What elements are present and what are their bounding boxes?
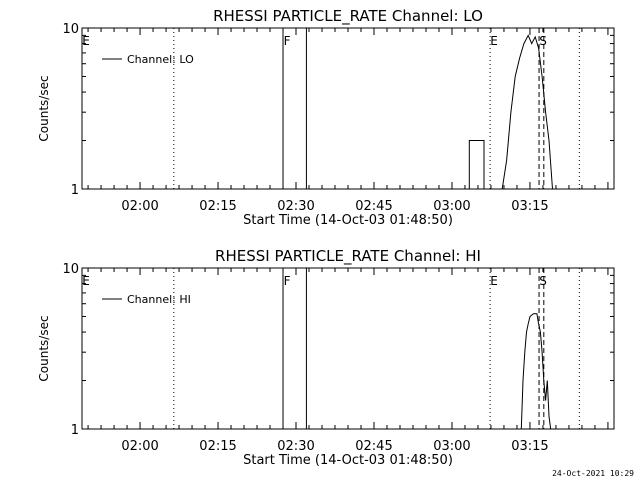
event-marker-label: E (490, 34, 498, 48)
series-line (468, 34, 553, 190)
x-tick-label: 03:00 (433, 199, 470, 214)
x-tick-label: 02:00 (121, 439, 158, 454)
event-marker-label: F (284, 34, 291, 48)
x-tick-label: 02:15 (199, 439, 236, 454)
legend-label: Channel: LO (127, 53, 194, 66)
event-marker-label: F (284, 274, 291, 288)
y-tick-label: 10 (62, 262, 79, 277)
event-marker-label: E (490, 274, 498, 288)
chart-title: RHESSI PARTICLE_RATE Channel: HI (215, 247, 481, 266)
x-tick-label: 03:15 (511, 199, 548, 214)
x-tick-label: 03:15 (511, 439, 548, 454)
event-marker-label: E (82, 34, 90, 48)
x-tick-label: 02:15 (199, 199, 236, 214)
y-axis-label: Counts/sec (37, 75, 51, 141)
legend-label: Channel: HI (127, 293, 191, 306)
x-tick-label: 02:30 (277, 199, 314, 214)
event-marker-label: E (82, 274, 90, 288)
event-marker-label: S (539, 274, 547, 288)
x-axis-label: Start Time (14-Oct-03 01:48:50) (243, 453, 453, 468)
y-axis-label: Counts/sec (37, 315, 51, 381)
footer-timestamp: 24-Oct-2021 10:29 (552, 469, 634, 478)
chart-title: RHESSI PARTICLE_RATE Channel: LO (213, 7, 483, 26)
y-tick-label: 1 (71, 423, 79, 438)
y-tick-label: 1 (71, 183, 79, 198)
x-tick-label: 02:00 (121, 199, 158, 214)
x-tick-label: 02:30 (277, 439, 314, 454)
y-tick-label: 10 (62, 22, 79, 37)
x-axis-label: Start Time (14-Oct-03 01:48:50) (243, 213, 453, 228)
x-tick-label: 03:00 (433, 439, 470, 454)
series-line (520, 313, 552, 430)
event-marker-label: S (539, 34, 547, 48)
x-tick-label: 02:45 (355, 439, 392, 454)
x-tick-label: 02:45 (355, 199, 392, 214)
